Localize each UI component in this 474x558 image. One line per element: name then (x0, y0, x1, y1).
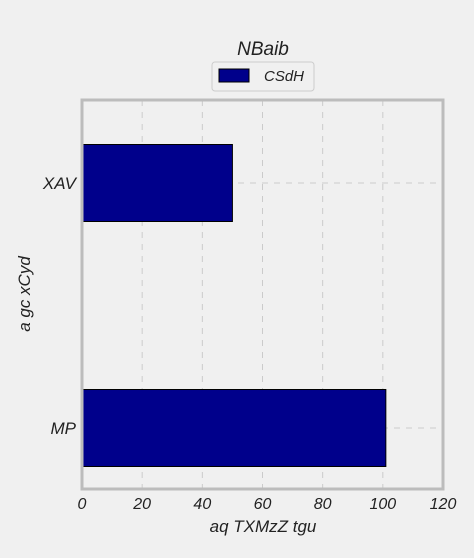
y-category-label: XAV (42, 174, 78, 193)
x-tick-label: 120 (430, 496, 457, 513)
bars (81, 144, 387, 467)
y-category-labels: XAV MP (42, 174, 78, 438)
x-tick-label: 60 (254, 496, 272, 513)
bar-mp (81, 389, 387, 467)
x-tick-label: 0 (78, 496, 87, 513)
plot-frame (80, 98, 445, 491)
legend-swatch (218, 68, 250, 83)
x-tick-label: 100 (369, 496, 396, 513)
x-tick-label: 40 (193, 496, 211, 513)
y-axis-label: a gc xCyd (15, 256, 34, 332)
x-tick-labels: 0 20 40 60 80 100 120 (78, 496, 457, 513)
x-axis-label: aq TXMzZ tgu (210, 517, 317, 536)
legend: CSdH (211, 61, 315, 92)
legend-label: CSdH (264, 68, 304, 85)
x-tick-label: 20 (132, 496, 151, 513)
chart-title: NBaib (237, 39, 289, 60)
x-tick-label: 80 (314, 496, 332, 513)
bar-xav (81, 144, 233, 222)
y-category-label: MP (51, 419, 77, 438)
